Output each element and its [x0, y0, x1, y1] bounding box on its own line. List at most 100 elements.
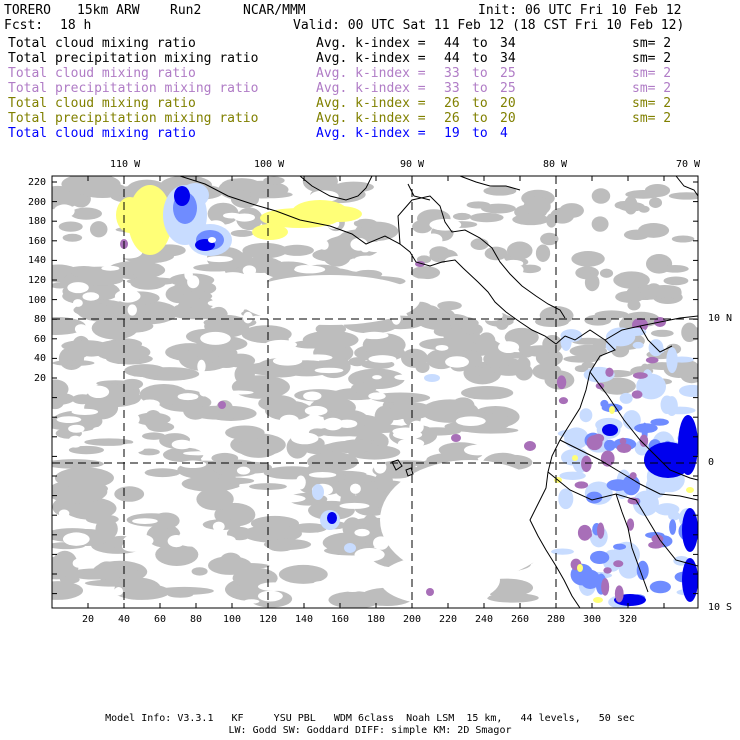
legend-k-from: 33	[444, 66, 460, 81]
clear-gap	[123, 533, 154, 548]
clear-gap	[350, 483, 361, 494]
cloud-deep-blue	[602, 424, 618, 436]
clear-gap	[463, 299, 473, 312]
cloud-patch	[584, 273, 600, 292]
cloud-patch	[322, 245, 352, 267]
cloud-patch	[410, 266, 441, 280]
cloud-patch	[120, 378, 144, 390]
cloud-patch	[85, 514, 119, 525]
cloud-patch	[353, 218, 378, 229]
cloud-light-blue	[564, 427, 589, 450]
cloud-patch	[235, 441, 255, 453]
cloud-patch	[484, 246, 508, 261]
cloud-patch	[470, 238, 489, 251]
cloud-patch	[278, 564, 328, 584]
clear-gap	[445, 356, 469, 368]
clear-gap	[303, 391, 322, 401]
clear-gap	[257, 590, 283, 602]
cloud-patch	[519, 264, 542, 274]
cloud-patch	[61, 176, 121, 195]
legend-k-to: 34	[500, 36, 516, 51]
clear-gap	[82, 292, 100, 301]
clear-gap	[114, 587, 124, 596]
cloud-patch	[242, 242, 288, 259]
cloud-patch	[443, 328, 463, 344]
cloud-patch	[571, 250, 605, 267]
cloud-patch	[61, 340, 108, 352]
cloud-deep-blue	[678, 415, 698, 475]
clear-gap	[68, 435, 83, 448]
cloud-patch	[627, 299, 641, 311]
cloud-mid-blue	[603, 439, 616, 451]
cloud-patch	[76, 303, 109, 315]
cloud-deep-blue	[174, 186, 190, 206]
precip-purple	[586, 435, 603, 451]
cloud-patch	[374, 405, 395, 427]
y-tick-label: 20	[34, 373, 47, 384]
clear-gap	[368, 392, 386, 400]
model-info-line: Model Info: V3.3.1 KF YSU PBL WDM 6class…	[105, 713, 635, 724]
clear-gap	[294, 265, 316, 272]
cloud-patch	[663, 276, 689, 286]
clear-gap	[405, 278, 433, 284]
forecast-hour: 18 h	[60, 18, 92, 33]
cloud-patch	[461, 386, 514, 400]
clear-gap	[179, 530, 198, 544]
y-tick-label: 120	[28, 275, 47, 286]
legend-smoothing: sm= 2	[632, 36, 672, 51]
y-tick-label: 160	[28, 235, 47, 247]
cloud-patch	[625, 190, 662, 199]
cloud-patch	[470, 366, 485, 376]
cloud-patch	[212, 459, 261, 477]
cloud-patch	[464, 323, 483, 336]
cloud-light-blue	[618, 558, 640, 579]
precip-yellow	[577, 564, 583, 572]
cloud-patch	[328, 591, 381, 608]
clear-gap	[56, 416, 82, 423]
cloud-patch	[650, 329, 674, 337]
valid-time: Valid: 00 UTC Sat 11 Feb 12 (18 CST Fri …	[293, 18, 685, 33]
cloud-patch	[483, 350, 514, 368]
clear-gap	[205, 256, 233, 263]
cloud-patch	[430, 308, 456, 328]
cloud-patch	[638, 205, 650, 213]
cloud-patch	[191, 405, 244, 420]
cloud-patch	[225, 353, 256, 368]
clear-gap	[513, 265, 524, 275]
clear-gap	[429, 218, 462, 231]
x-tick-label: 120	[259, 614, 278, 625]
legend-row: Total precipitation mixing ratio Avg. k-i…	[0, 111, 740, 126]
legend-field-name: Total cloud mixing ratio	[8, 126, 196, 141]
clear-gap	[71, 408, 99, 416]
clear-gap	[194, 597, 214, 605]
x-tick-label: 240	[475, 614, 494, 625]
cloud-patch	[114, 486, 145, 502]
model-resolution: 15km ARW	[77, 3, 140, 18]
x-tick-label: 300	[583, 614, 602, 625]
cloud-patch	[84, 396, 119, 420]
cloud-mid-blue	[586, 491, 603, 504]
clear-gap	[386, 243, 415, 258]
legend-field-name: Total precipitation mixing ratio	[8, 111, 259, 126]
cloud-light-blue	[558, 488, 574, 510]
clear-gap	[498, 341, 520, 354]
clear-gap	[103, 424, 120, 429]
precip-purple	[218, 401, 226, 409]
precip-purple	[605, 367, 614, 377]
clear-gap	[503, 259, 524, 267]
axis-ticks	[51, 176, 698, 608]
cloud-patch	[594, 310, 629, 319]
cloud-light-blue	[679, 384, 698, 397]
precip-yellow	[252, 224, 288, 240]
cloud-patch	[263, 176, 285, 185]
coastlines	[179, 176, 698, 608]
clear-gap	[308, 471, 337, 478]
x-tick-label: 40	[118, 614, 131, 625]
clear-gap	[319, 240, 329, 250]
lon-label-100w: 100 W	[254, 159, 285, 170]
cloud-patch	[429, 246, 450, 259]
cloud-patch	[155, 543, 199, 567]
precip-purple	[596, 522, 605, 539]
cloud-mid-blue	[622, 474, 641, 496]
